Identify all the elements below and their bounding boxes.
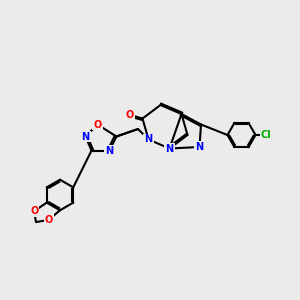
Text: Cl: Cl	[261, 130, 272, 140]
Text: N: N	[81, 131, 90, 142]
Text: N: N	[195, 142, 204, 152]
Text: N: N	[144, 134, 153, 145]
Text: N: N	[105, 146, 114, 156]
Text: O: O	[93, 119, 102, 130]
Text: O: O	[30, 206, 38, 216]
Text: O: O	[126, 110, 134, 120]
Text: O: O	[44, 215, 53, 225]
Text: N: N	[165, 143, 174, 154]
